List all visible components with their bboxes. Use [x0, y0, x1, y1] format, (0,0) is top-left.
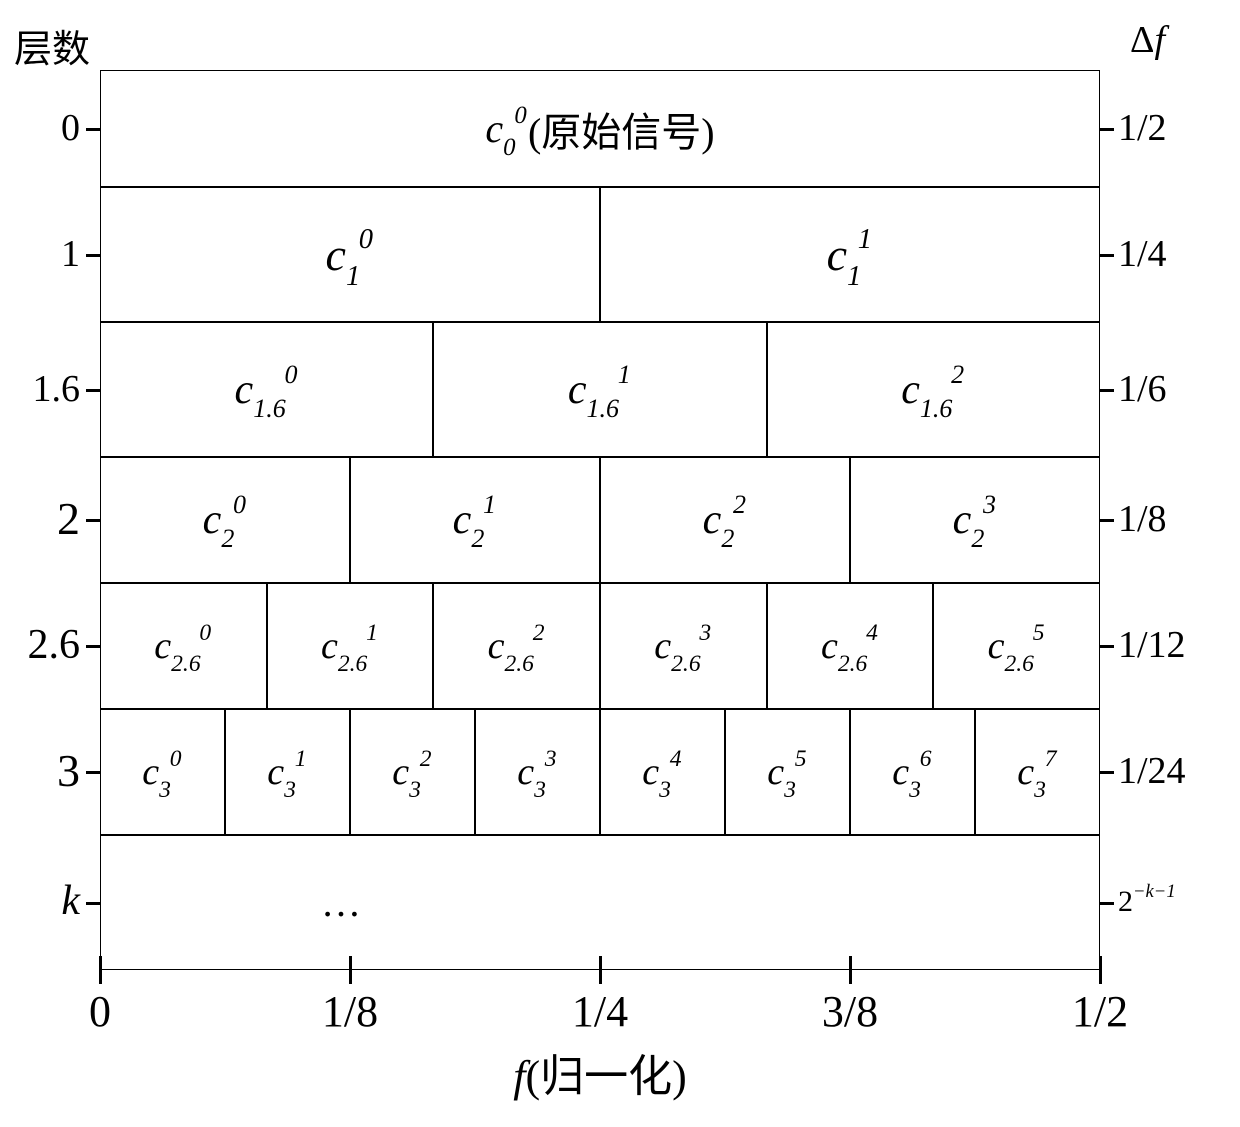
dots-row: … — [100, 835, 1100, 970]
right-tick-label: 1/12 — [1118, 623, 1186, 667]
cell: c1.62 — [767, 322, 1100, 457]
right-tick-label: 1/24 — [1118, 749, 1186, 793]
bottom-tick-label: 1/2 — [1072, 986, 1128, 1037]
left-tick-label: 2 — [57, 492, 80, 545]
left-tick-label: 1.6 — [33, 367, 81, 411]
cell: c10 — [100, 187, 600, 322]
cell: c11 — [600, 187, 1100, 322]
bottom-tick-mark — [99, 956, 102, 984]
diagram-root: 层数 Δf 0 1/2 c00 (原始信号) 1 1/4 c10c11 1.6 1/6 c1.6… — [0, 0, 1240, 1127]
cell: c37 — [975, 709, 1100, 835]
bottom-tick-mark — [1099, 956, 1102, 984]
bottom-tick-mark — [599, 956, 602, 984]
header-right-label: Δf — [1130, 18, 1165, 62]
cell: c00 (原始信号) — [100, 70, 1100, 187]
cell: c1.61 — [433, 322, 766, 457]
cell: c2.63 — [600, 583, 767, 709]
cell: c34 — [600, 709, 725, 835]
right-tick-label: 1/2 — [1118, 106, 1167, 150]
left-tick-label: 1 — [61, 232, 80, 276]
bottom-tick-label: 3/8 — [822, 986, 878, 1037]
bottom-tick-label: 1/8 — [322, 986, 378, 1037]
cell: c2.62 — [433, 583, 600, 709]
bottom-tick-label: 0 — [89, 986, 111, 1037]
left-tick-label: 3 — [57, 744, 80, 797]
cell: c30 — [100, 709, 225, 835]
right-tick-label: 1/6 — [1118, 367, 1167, 411]
bottom-tick-mark — [349, 956, 352, 984]
right-tick-label: 1/8 — [1118, 497, 1167, 541]
x-axis-title: f(归一化) — [480, 1040, 720, 1104]
cell: c1.60 — [100, 322, 433, 457]
right-tick-label: 1/4 — [1118, 232, 1167, 276]
header-left-label: 层数 — [14, 18, 90, 73]
cell: c2.64 — [767, 583, 934, 709]
right-tick-label: 2−k−1 — [1118, 885, 1176, 919]
cell: c33 — [475, 709, 600, 835]
left-tick-label: 2.6 — [28, 621, 81, 669]
cell: c21 — [350, 457, 600, 583]
bottom-tick-mark — [849, 956, 852, 984]
cell: c35 — [725, 709, 850, 835]
cell: c20 — [100, 457, 350, 583]
cell: c23 — [850, 457, 1100, 583]
left-tick-label: 0 — [61, 106, 80, 150]
cell: c2.65 — [933, 583, 1100, 709]
cell: c2.61 — [267, 583, 434, 709]
cell: c31 — [225, 709, 350, 835]
cell: c32 — [350, 709, 475, 835]
cell: c2.60 — [100, 583, 267, 709]
left-tick-label: k — [61, 877, 80, 925]
bottom-tick-label: 1/4 — [572, 986, 628, 1037]
cell: c36 — [850, 709, 975, 835]
cell: c22 — [600, 457, 850, 583]
